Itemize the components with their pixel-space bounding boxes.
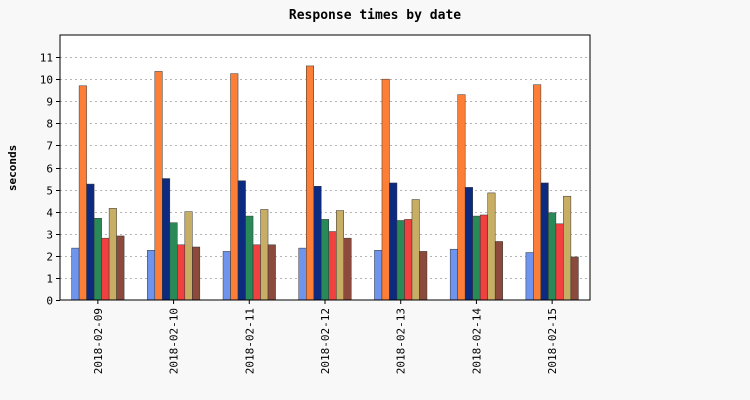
bar xyxy=(494,241,503,301)
bar xyxy=(267,244,276,301)
bar xyxy=(222,251,231,301)
y-tick-label: 2 xyxy=(46,251,53,264)
bar xyxy=(71,247,80,301)
bar xyxy=(192,246,201,301)
y-tick-label: 6 xyxy=(46,163,53,176)
bar xyxy=(540,182,549,301)
chart-title: Response times by date xyxy=(289,8,461,23)
bar xyxy=(419,251,428,301)
bar xyxy=(457,94,466,301)
bar xyxy=(116,235,125,301)
bar xyxy=(396,220,405,301)
x-tick-label: 2018-02-09 xyxy=(92,308,105,374)
bar xyxy=(548,212,557,301)
plot-border xyxy=(59,34,591,301)
bar xyxy=(563,195,572,301)
x-tick-label: 2018-02-14 xyxy=(470,308,483,375)
axes: 0 1 2 3 4 5 6 7 8 9 10 11 2018-02-09 2018-02-10 2018-0… xyxy=(40,52,559,375)
bar xyxy=(184,211,193,301)
y-tick-label: 3 xyxy=(46,229,53,242)
bar xyxy=(237,180,246,301)
y-tick-label: 10 xyxy=(40,74,53,87)
bar xyxy=(147,250,156,301)
bar xyxy=(487,192,496,301)
bar xyxy=(464,187,473,301)
y-tick-label: 7 xyxy=(46,140,53,153)
x-tick-label: 2018-02-10 xyxy=(168,308,181,374)
bar xyxy=(404,219,413,301)
bar xyxy=(525,252,534,301)
bar xyxy=(449,248,458,301)
x-tick-label: 2018-02-15 xyxy=(546,308,559,374)
y-tick-label: 8 xyxy=(46,118,53,131)
x-tick-label: 2018-02-12 xyxy=(319,308,332,374)
bar xyxy=(177,244,186,301)
bar xyxy=(252,244,261,301)
x-tick-label: 2018-02-11 xyxy=(243,308,256,374)
y-tick-label: 5 xyxy=(46,185,53,198)
bar xyxy=(162,178,171,301)
bar xyxy=(298,247,307,301)
bars xyxy=(71,65,579,301)
bar xyxy=(479,214,488,301)
bar xyxy=(101,237,110,301)
bar xyxy=(472,215,481,301)
y-tick-label: 1 xyxy=(46,273,53,286)
bar xyxy=(533,84,542,301)
bar xyxy=(245,215,254,301)
y-axis-label: seconds xyxy=(6,145,19,191)
bar xyxy=(108,208,117,301)
bar xyxy=(374,250,383,301)
bar xyxy=(154,71,163,301)
y-tick-label: 9 xyxy=(46,96,53,109)
x-tick-label: 2018-02-13 xyxy=(395,308,408,374)
bar xyxy=(328,231,337,301)
bar xyxy=(306,65,314,301)
bar xyxy=(78,85,87,301)
bar xyxy=(260,209,269,301)
y-tick-label: 11 xyxy=(40,52,53,65)
bar xyxy=(343,237,352,301)
bar xyxy=(411,199,420,301)
bar xyxy=(570,256,579,301)
bar xyxy=(230,73,239,301)
bar xyxy=(381,78,390,301)
y-tick-label: 0 xyxy=(46,295,53,308)
bar xyxy=(555,223,564,301)
bar xyxy=(169,222,178,301)
bar xyxy=(93,218,102,301)
bar xyxy=(336,210,344,301)
y-tick-label: 4 xyxy=(46,207,53,220)
bar xyxy=(321,219,329,301)
bar xyxy=(389,182,398,301)
bar xyxy=(86,183,95,301)
bar xyxy=(313,186,322,301)
